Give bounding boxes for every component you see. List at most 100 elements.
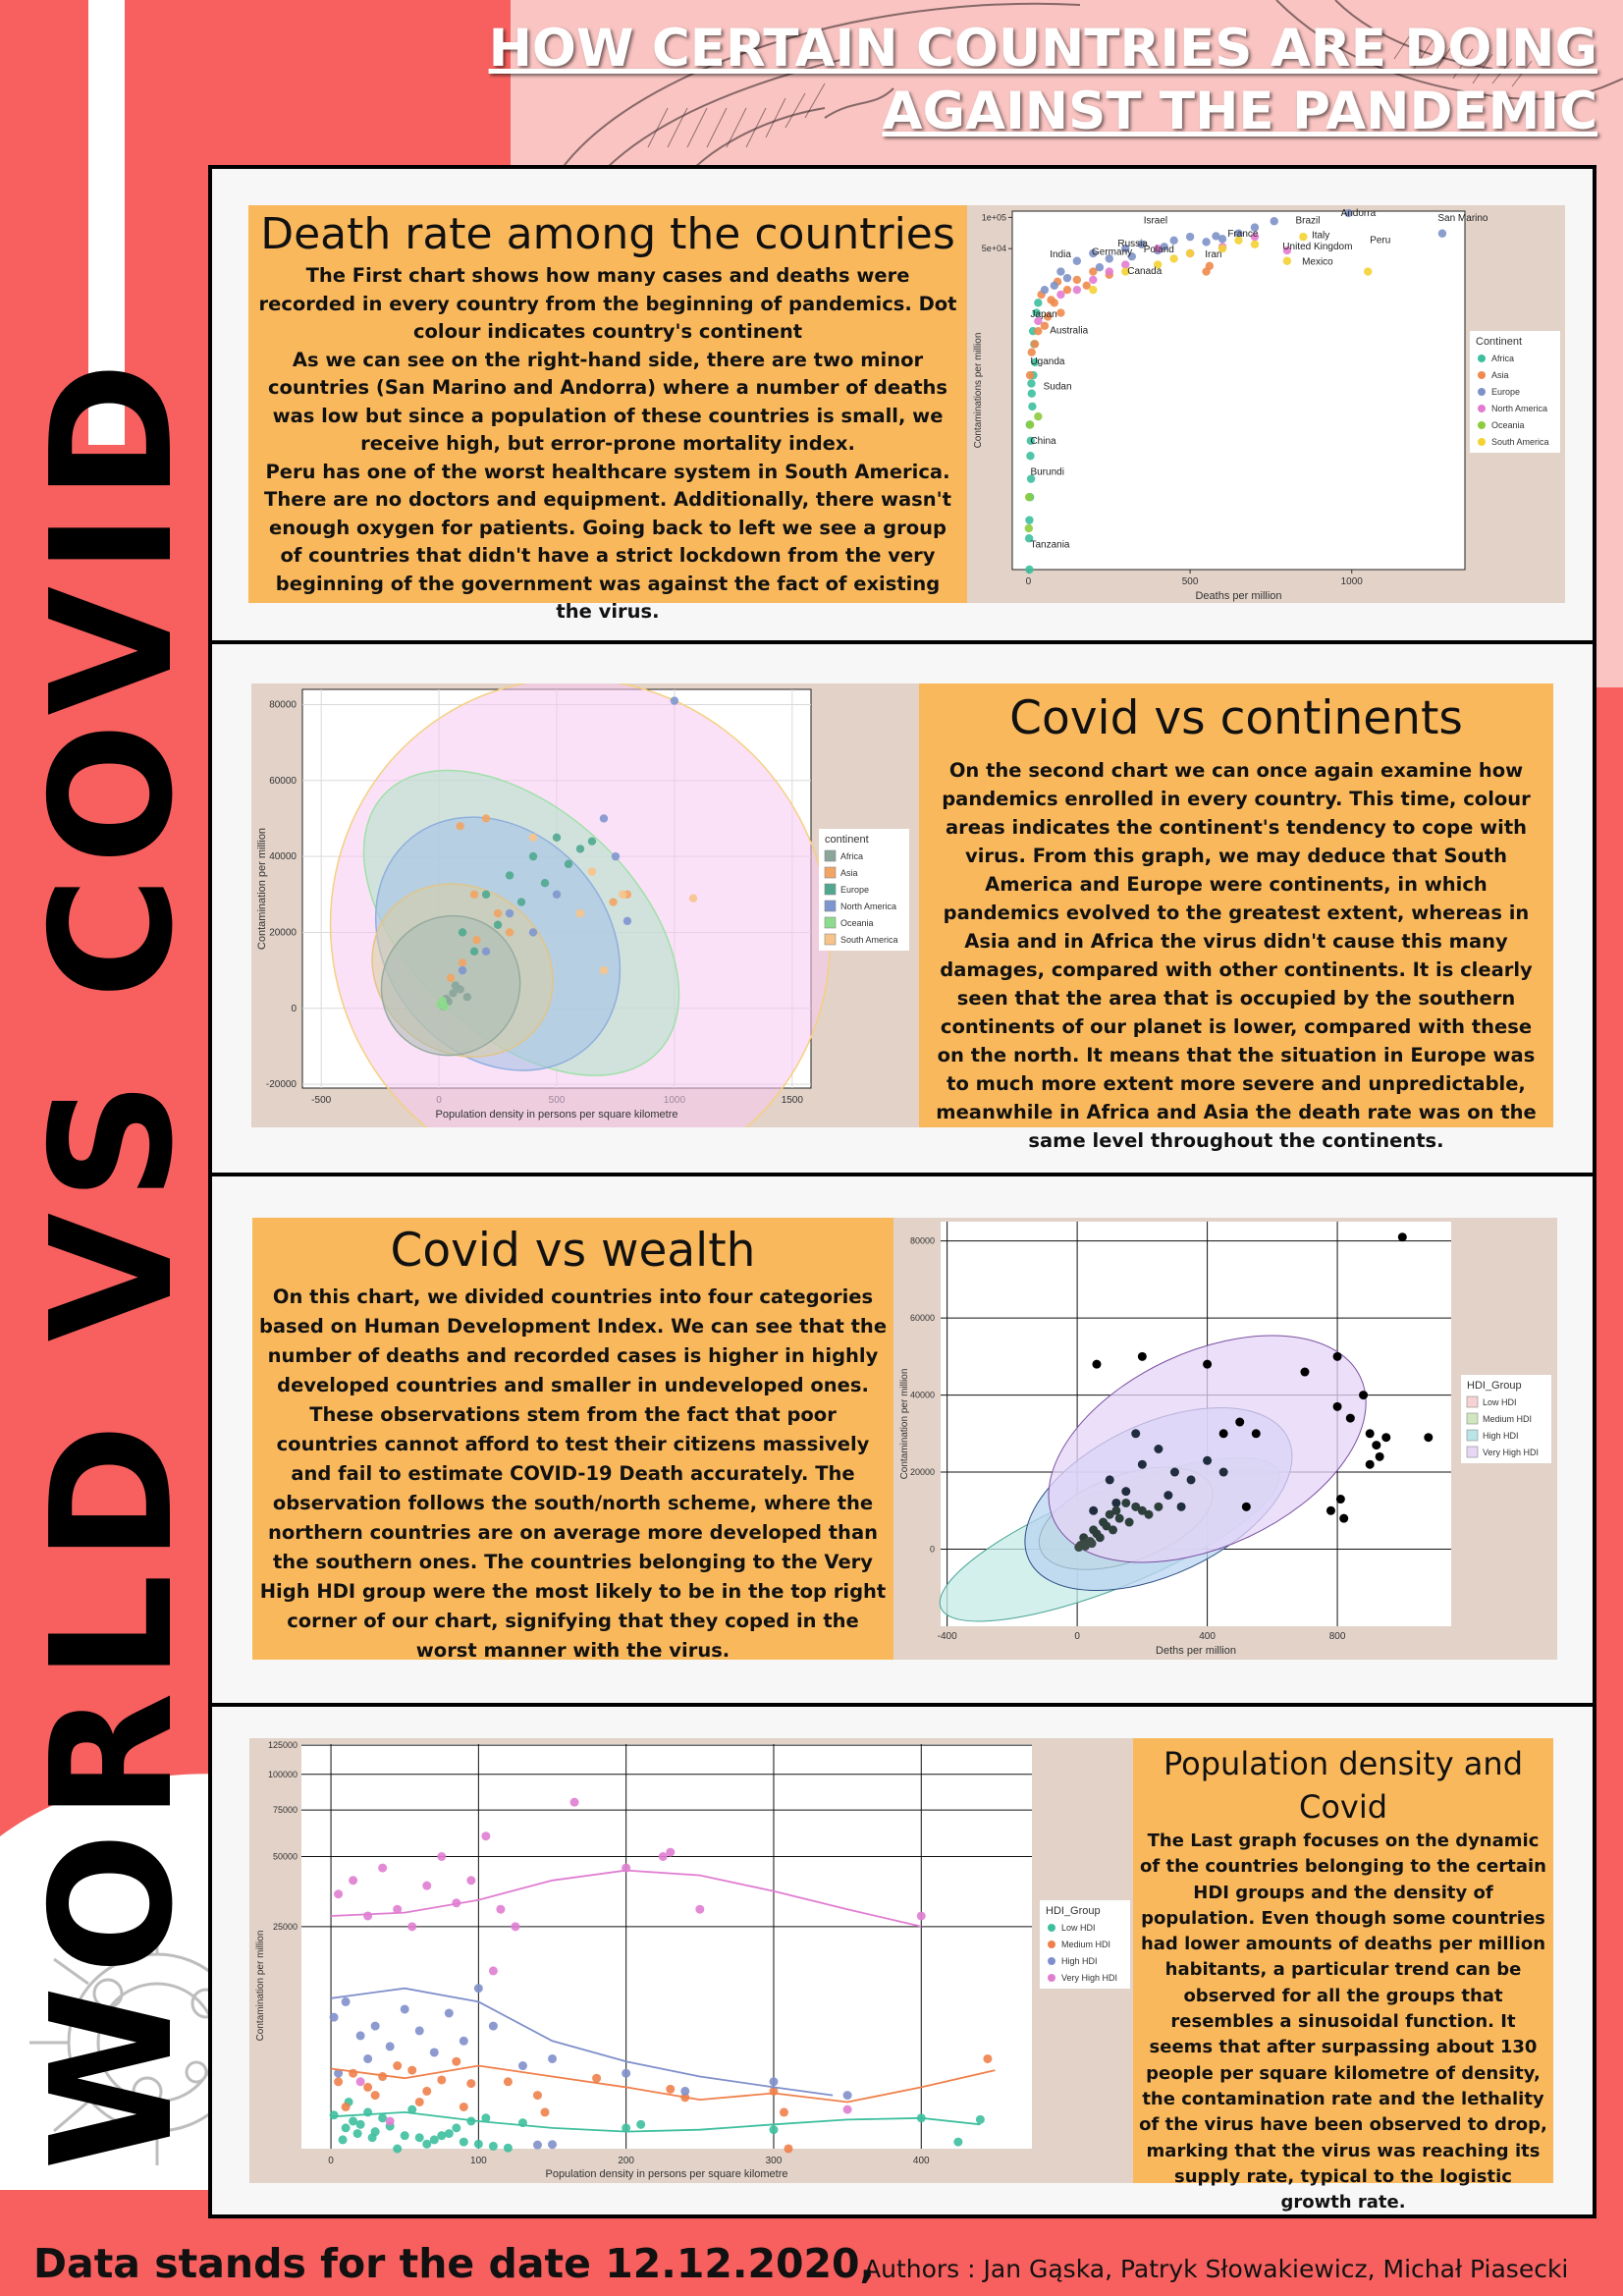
chart-density: 0 100 200 300 400 125000 100000 75000 50000 25000…: [249, 1738, 1133, 2183]
point-europe: [516, 898, 526, 906]
legend-title: HDI_Group: [1046, 1905, 1101, 1917]
point-africa: [1024, 534, 1034, 543]
point-high-hdi: [400, 2004, 409, 2014]
point-high-hdi: [1176, 1502, 1186, 1511]
point-high-hdi: [1169, 1467, 1179, 1477]
point-south-america: [1121, 267, 1130, 276]
legend-key: [1466, 1429, 1479, 1442]
legend-key: [1048, 1941, 1055, 1948]
point-very-high-hdi: [1339, 1513, 1349, 1523]
point-europe: [505, 871, 514, 880]
point-high-hdi: [680, 2086, 690, 2096]
legend-label-asia: Asia: [1491, 370, 1509, 380]
point-high-hdi: [1186, 1475, 1196, 1485]
annotation-iran: Iran: [1205, 249, 1221, 260]
legend-label-oceania: Oceania: [1491, 420, 1525, 430]
point-medium-hdi: [779, 2107, 788, 2117]
point-europe: [552, 833, 562, 842]
point-very-high-hdi: [349, 1876, 358, 1886]
y-axis-label: Contamination per million: [256, 828, 268, 950]
point-north-america: [481, 947, 491, 956]
point-low-hdi: [349, 2116, 358, 2126]
point-south-america: [1217, 244, 1227, 253]
point-very-high-hdi: [1345, 1413, 1355, 1423]
point-europe: [493, 920, 503, 929]
point-very-high-hdi: [666, 1847, 676, 1857]
point-africa: [1032, 308, 1041, 317]
side-title: WORLD VS COVID: [16, 350, 210, 2170]
point-europe: [481, 890, 491, 899]
point-low-hdi: [352, 2129, 362, 2139]
point-south-america: [599, 965, 609, 975]
x-axis-label: Deaths per million: [1195, 590, 1281, 602]
point-north-america: [1034, 316, 1043, 326]
point-medium-hdi: [983, 2053, 993, 2063]
x-axis-label: Population density in persons per square…: [545, 2168, 787, 2180]
point-africa: [1027, 379, 1036, 388]
section-death-rate: Death rate among the countries The First…: [212, 169, 1593, 644]
point-very-high-hdi: [1332, 1401, 1342, 1411]
point-north-america: [1072, 285, 1082, 295]
point-africa: [1026, 452, 1035, 461]
point-very-high-hdi: [334, 1889, 344, 1899]
point-very-high-hdi: [1325, 1505, 1335, 1515]
point-high-hdi: [1218, 1467, 1228, 1477]
point-europe: [575, 845, 585, 853]
legend-title: HDI_Group: [1467, 1380, 1522, 1392]
point-oceania: [1024, 493, 1034, 502]
legend-label-africa: Africa: [840, 851, 863, 861]
annotation-germany: Germany: [1092, 246, 1132, 257]
point-medium-hdi: [1121, 1498, 1131, 1507]
point-north-america: [1121, 260, 1130, 269]
point-europe: [1250, 223, 1260, 232]
annotation-japan: Japan: [1030, 309, 1056, 320]
point-europe: [1270, 217, 1278, 226]
y-tick-label: 60000: [269, 776, 297, 787]
point-north-america: [1089, 275, 1098, 285]
x-tick-label: 1000: [1341, 576, 1364, 587]
point-europe: [1050, 281, 1059, 291]
point-high-hdi: [444, 2008, 454, 2018]
point-south-america: [1234, 236, 1243, 246]
legend-key: [1478, 388, 1486, 396]
point-high-hdi: [329, 2012, 339, 2022]
annotation-russia: Russia: [1117, 239, 1148, 249]
legend-key: [1466, 1412, 1479, 1425]
point-europe: [1437, 229, 1447, 238]
point-very-high-hdi: [488, 1966, 498, 1976]
x-tick-label: 100: [470, 2156, 487, 2166]
annotation-sudan: Sudan: [1044, 382, 1072, 393]
x-tick-label: 0: [1026, 576, 1032, 587]
point-north-america: [622, 916, 632, 926]
point-low-hdi: [503, 2143, 513, 2153]
point-asia: [609, 898, 618, 906]
point-high-hdi: [548, 2053, 558, 2063]
point-south-america: [1299, 232, 1308, 242]
point-south-america: [1153, 260, 1163, 269]
point-north-america: [528, 928, 538, 937]
point-south-america: [1169, 254, 1178, 263]
y-tick-label: 50000: [273, 1851, 298, 1861]
point-medium-hdi: [414, 2097, 424, 2106]
point-high-hdi: [341, 1996, 351, 2006]
point-africa: [1025, 516, 1034, 524]
point-very-high-hdi: [378, 1863, 388, 1873]
point-very-high-hdi: [1092, 1359, 1102, 1369]
legend-label-south-america: South America: [840, 935, 898, 945]
point-very-high-hdi: [422, 1881, 432, 1890]
annotation-uganda: Uganda: [1030, 356, 1064, 367]
point-europe: [1040, 285, 1050, 295]
poster-panel: Death rate among the countries The First…: [208, 165, 1596, 2218]
point-europe: [1062, 273, 1072, 283]
legend-label-south-america: South America: [1491, 437, 1549, 447]
legend-key: [1478, 405, 1486, 412]
point-asia: [1205, 261, 1215, 271]
section-heading: Death rate among the countries: [260, 209, 955, 259]
point-medium-hdi: [1137, 1505, 1147, 1515]
point-north-america: [505, 908, 514, 918]
point-europe: [458, 928, 467, 937]
point-south-america: [618, 890, 627, 899]
x-tick-label: 200: [618, 2156, 634, 2166]
point-very-high-hdi: [393, 1904, 403, 1914]
trend-line-high-hdi: [330, 1987, 834, 2097]
